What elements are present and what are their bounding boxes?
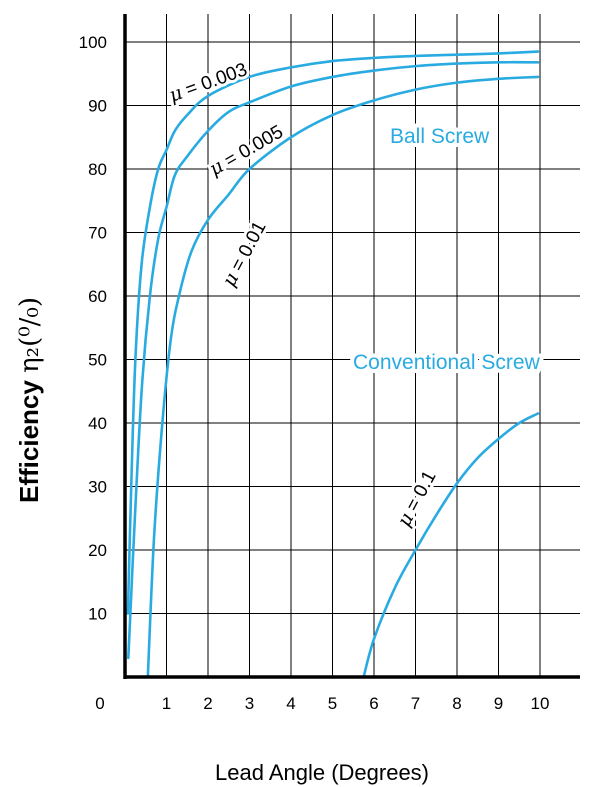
x-tick-label: 1: [162, 694, 171, 713]
annotation-conventional-screw: Conventional Screw: [353, 351, 541, 374]
y-tick-label: 10: [88, 605, 107, 624]
y-tick-label: 20: [88, 541, 107, 560]
grid-lines: [125, 14, 580, 677]
y-axis-label: Efficiency η₂(⁰/₀): [14, 297, 45, 503]
y-tick-label: 70: [88, 224, 107, 243]
x-tick-label: 6: [369, 694, 378, 713]
y-tick-label: 30: [88, 478, 107, 497]
y-tick-label: 40: [88, 414, 107, 433]
series-line-0: [126, 50, 540, 615]
y-tick-label: 60: [88, 287, 107, 306]
y-tick-label: 90: [88, 97, 107, 116]
x-tick-label: 8: [452, 694, 461, 713]
y-tick-label: 80: [88, 160, 107, 179]
x-tick-labels: 0 1 2 3 4 5 6 7 8 9 10: [95, 694, 549, 713]
x-tick-label: 3: [245, 694, 254, 713]
x-tick-label: 10: [531, 694, 550, 713]
series-line-2: [146, 75, 540, 679]
y-tick-labels: 10 20 30 40 50 60 70 80 90 100: [79, 33, 107, 624]
y-tick-label: 50: [88, 351, 107, 370]
chart-axes: [123, 14, 580, 679]
annotation-ball-screw: Ball Screw: [390, 125, 490, 148]
curve-label-mu-001: μ= 0.01: [218, 218, 271, 291]
x-tick-label: 2: [203, 694, 212, 713]
series-line-3: [362, 412, 540, 679]
x-tick-label: 0: [95, 694, 104, 713]
x-axis-label: Lead Angle (Degrees): [215, 760, 429, 785]
series-line-1: [127, 60, 540, 660]
y-tick-label: 100: [79, 33, 107, 52]
chart-curves: [126, 50, 540, 679]
x-tick-label: 5: [328, 694, 337, 713]
x-tick-label: 7: [411, 694, 420, 713]
x-tick-label: 4: [286, 694, 295, 713]
x-tick-label: 9: [494, 694, 503, 713]
